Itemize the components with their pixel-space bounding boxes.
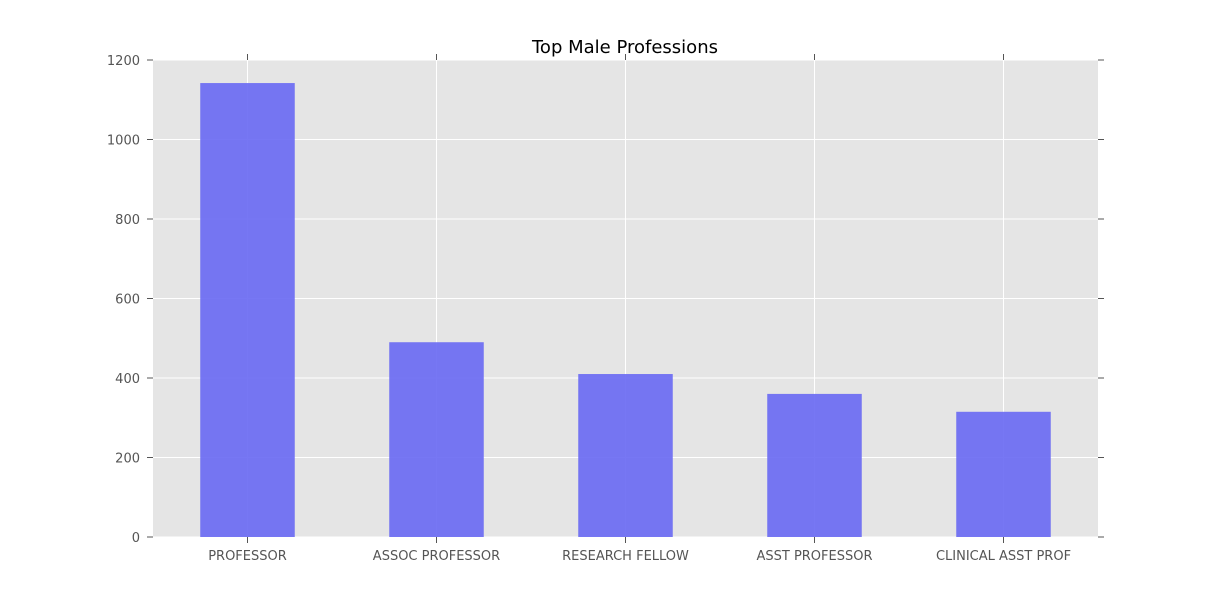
x-tick-label: CLINICAL ASST PROF	[936, 549, 1071, 564]
y-tick-label: 1200	[107, 54, 140, 69]
bar	[956, 411, 1051, 537]
x-tick-label: ASST PROFESSOR	[756, 549, 872, 564]
y-axis: 0 200 400 600 800 1000 1200	[107, 54, 1104, 546]
x-tick-label: ASSOC PROFESSOR	[373, 549, 500, 564]
x-tick-label: RESEARCH FELLOW	[562, 549, 689, 564]
y-tick-label: 1000	[107, 134, 140, 149]
x-tick-label: PROFESSOR	[208, 549, 287, 564]
y-tick-label: 800	[115, 213, 140, 228]
y-tick-label: 400	[115, 372, 140, 387]
chart-title: Top Male Professions	[531, 37, 718, 58]
y-tick-label: 600	[115, 293, 140, 308]
y-tick-label: 0	[132, 531, 140, 546]
bars	[200, 83, 1051, 538]
y-tick-label: 200	[115, 452, 140, 467]
bar	[767, 393, 862, 537]
x-axis: PROFESSOR ASSOC PROFESSOR RESEARCH FELLOW A…	[208, 54, 1071, 564]
bar	[578, 374, 673, 537]
bar	[200, 83, 295, 538]
bar	[389, 342, 484, 537]
